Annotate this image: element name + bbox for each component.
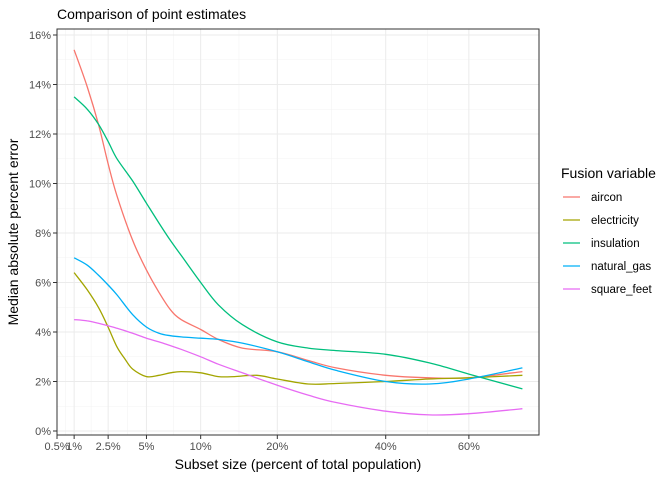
series-lines	[73, 49, 523, 416]
y-tick-label: 2%	[35, 377, 51, 389]
series-line-square_feet	[74, 318, 523, 416]
x-axis: 0.5%1% 2.5% 5% 10% 20% 40% 60%	[44, 435, 480, 453]
legend-label-insulation: insulation	[591, 238, 640, 250]
x-tick-label: 20%	[266, 441, 288, 453]
series-line-natural_gas	[73, 257, 523, 385]
legend-label-natural_gas: natural_gas	[591, 261, 651, 273]
y-tick-label: 14%	[29, 80, 51, 92]
y-tick-label: 0%	[35, 426, 51, 438]
x-tick-label: 40%	[375, 441, 397, 453]
y-tick-label: 12%	[29, 129, 51, 141]
legend: Fusion variable aircon electricity insulat…	[561, 165, 656, 296]
x-tick-label: 60%	[458, 441, 480, 453]
x-tick-label: 2.5%	[96, 441, 121, 453]
series-line-aircon	[73, 49, 523, 379]
x-tick-label: 5%	[139, 441, 155, 453]
legend-title: Fusion variable	[561, 165, 656, 181]
series-line-insulation	[73, 96, 523, 390]
y-tick-label: 16%	[29, 30, 51, 42]
x-tick-label: 1%	[66, 441, 82, 453]
y-axis-title: Median absolute percent error	[5, 138, 21, 325]
legend-label-aircon: aircon	[591, 192, 622, 204]
y-axis: 0% 2% 4% 6% 8% 10% 12% 14% 16%	[29, 30, 57, 438]
y-tick-label: 4%	[35, 327, 51, 339]
x-tick-label: 10%	[190, 441, 212, 453]
x-tick-label: 0.5%	[44, 441, 69, 453]
plot-panel	[56, 28, 540, 436]
y-tick-label: 10%	[29, 179, 51, 191]
y-tick-label: 8%	[35, 228, 51, 240]
y-tick-label: 6%	[35, 278, 51, 290]
series-line-electricity	[73, 272, 523, 385]
chart-title: Comparison of point estimates	[57, 6, 246, 22]
legend-label-electricity: electricity	[591, 215, 639, 227]
panel-background	[57, 29, 539, 435]
x-axis-title: Subset size (percent of total population…	[175, 456, 422, 472]
grid	[56, 29, 539, 435]
legend-label-square_feet: square_feet	[591, 284, 653, 296]
